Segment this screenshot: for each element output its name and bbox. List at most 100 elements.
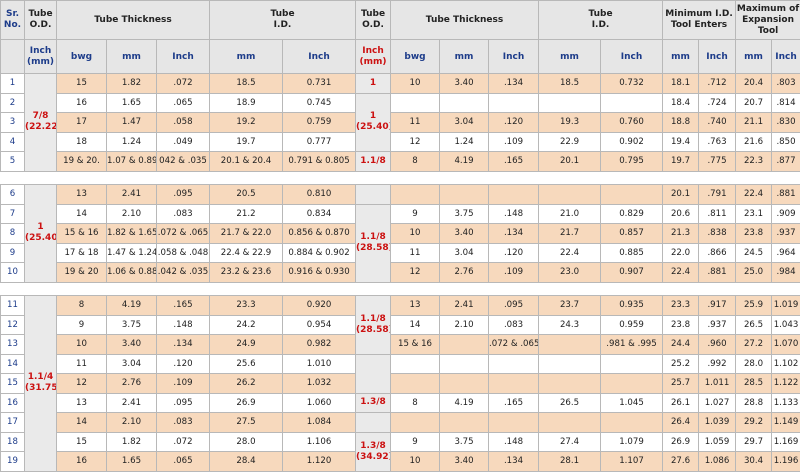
tube-od-2-cell: 1.3/8 (34.92): [355, 431, 392, 472]
tube-od-2-cell: [355, 412, 392, 433]
min-inch-cell: .960: [698, 334, 737, 355]
inch-cell: .072 & .065: [156, 223, 210, 244]
header-min-inch: Inch: [698, 39, 737, 74]
bwg-cell: 13: [56, 184, 107, 205]
mm-cell: 1.24: [106, 131, 157, 152]
max-inch-cell: 1.043: [771, 314, 800, 335]
id-inch-2-cell: .981 & .995: [600, 334, 664, 355]
inch-2-cell: .109: [488, 262, 540, 283]
min-mm-cell: 27.6: [662, 451, 700, 472]
sr-no-cell: 18: [0, 431, 25, 452]
inch-2-cell: .120: [488, 242, 540, 263]
bwg-cell: 17: [56, 112, 107, 133]
header-tube-id: Tube I.D.: [208, 0, 357, 40]
table-row: 13 10 3.40.134 24.9 0.982 15 & 16 .072 & .065.…: [0, 334, 800, 355]
bwg-cell: 14: [56, 203, 107, 224]
inch-cell: .049: [156, 131, 210, 152]
bwg-2-cell: 11: [390, 242, 441, 263]
sr-no-cell: 8: [0, 223, 25, 244]
id-mm-2-cell: 23.0: [538, 262, 602, 283]
id-mm-cell: 19.7: [209, 131, 283, 152]
inch-cell: .072: [156, 73, 210, 94]
max-mm-cell: 22.3: [735, 151, 773, 172]
id-inch-2-cell: [600, 184, 664, 205]
table-row: 15 12 2.76.109 26.2 1.032 25.7 1.011 28.5 1.122: [0, 373, 800, 394]
table-row: 17 14 2.10.083 27.5 1.084 26.4 1.039 29.2 1.149: [0, 412, 800, 433]
bwg-2-cell: 10: [390, 223, 441, 244]
id-mm-cell: 20.1 & 20.4: [209, 151, 283, 172]
inch-2-cell: .083: [488, 314, 540, 335]
id-mm-cell: 19.2: [209, 112, 283, 133]
max-inch-cell: .937: [771, 223, 800, 244]
mm-2-cell: 3.40: [439, 73, 490, 94]
header-max-expansion-tool: Maximum of Expansion Tool: [735, 0, 800, 40]
table-row: 19 16 1.65.065 28.4 1.120 10 3.40.134 28.1 1.107…: [0, 451, 800, 472]
id-inch-cell: 0.856 & 0.870: [281, 223, 357, 244]
sr-no-cell: 4: [0, 131, 25, 152]
sr-no-cell: 13: [0, 334, 25, 355]
mm-cell: 1.07 & 0.89: [106, 151, 157, 172]
inch-cell: .083: [156, 412, 210, 433]
bwg-cell: 11: [56, 353, 107, 374]
inch-2-cell: .148: [488, 203, 540, 224]
bwg-cell: 16: [56, 92, 107, 113]
bwg-2-cell: 8: [390, 392, 441, 413]
max-inch-cell: .984: [771, 262, 800, 283]
id-mm-cell: 20.5: [209, 184, 283, 205]
id-mm-2-cell: 26.5: [538, 392, 602, 413]
bwg-2-cell: 14: [390, 314, 441, 335]
id-mm-cell: 24.2: [209, 314, 283, 335]
id-inch-cell: 0.745: [281, 92, 357, 113]
sr-no-cell: 7: [0, 203, 25, 224]
min-mm-cell: 26.9: [662, 431, 700, 452]
bwg-2-cell: [390, 184, 441, 205]
id-inch-cell: 0.982: [281, 334, 357, 355]
id-inch-2-cell: 0.732: [600, 73, 664, 94]
mm-cell: 1.82 & 1.65: [106, 223, 157, 244]
mm-2-cell: 3.04: [439, 242, 490, 263]
header-tube-id-2: Tube I.D.: [538, 0, 664, 40]
id-inch-2-cell: 0.760: [600, 112, 664, 133]
mm-2-cell: 1.24: [439, 131, 490, 152]
min-mm-cell: 18.1: [662, 73, 700, 94]
id-inch-2-cell: 1.045: [600, 392, 664, 413]
inch-2-cell: [488, 184, 540, 205]
inch-2-cell: .109: [488, 131, 540, 152]
id-inch-2-cell: 0.857: [600, 223, 664, 244]
mm-cell: 1.82: [106, 73, 157, 94]
header-id-inch-2: Inch: [600, 39, 664, 74]
min-mm-cell: 18.8: [662, 112, 700, 133]
id-mm-cell: 28.0: [209, 431, 283, 452]
max-inch-cell: .964: [771, 242, 800, 263]
table-row: 12 9 3.75.148 24.2 0.954 14 2.10.083 24.3 0.959 2…: [0, 314, 800, 335]
mm-2-cell: [439, 184, 490, 205]
min-inch-cell: .763: [698, 131, 737, 152]
inch-cell: .134: [156, 334, 210, 355]
header-max-inch: Inch: [771, 39, 800, 74]
mm-2-cell: 3.75: [439, 431, 490, 452]
sr-no-cell: 11: [0, 295, 25, 316]
max-mm-cell: 28.0: [735, 353, 773, 374]
id-mm-2-cell: 27.4: [538, 431, 602, 452]
max-inch-cell: 1.133: [771, 392, 800, 413]
inch-2-cell: [488, 353, 540, 374]
min-inch-cell: .937: [698, 314, 737, 335]
min-inch-cell: .992: [698, 353, 737, 374]
max-mm-cell: 28.8: [735, 392, 773, 413]
max-inch-cell: 1.019: [771, 295, 800, 316]
min-mm-cell: 26.1: [662, 392, 700, 413]
header-id-mm: mm: [209, 39, 283, 74]
header-min-id-tool: Minimum I.D. Tool Enters: [662, 0, 737, 40]
inch-cell: .065: [156, 451, 210, 472]
min-mm-cell: 24.4: [662, 334, 700, 355]
id-inch-cell: 0.954: [281, 314, 357, 335]
inch-cell: .095: [156, 184, 210, 205]
tube-od-cell: 7/8 (22.22): [24, 73, 57, 172]
min-mm-cell: 23.8: [662, 314, 700, 335]
id-mm-2-cell: 20.1: [538, 151, 602, 172]
bwg-2-cell: [390, 412, 441, 433]
mm-cell: 1.06 & 0.88: [106, 262, 157, 283]
table-row: 14 11 3.04.120 25.6 1.010 25.2.992 28.0 1.102: [0, 353, 800, 394]
inch-cell: .109: [156, 373, 210, 394]
